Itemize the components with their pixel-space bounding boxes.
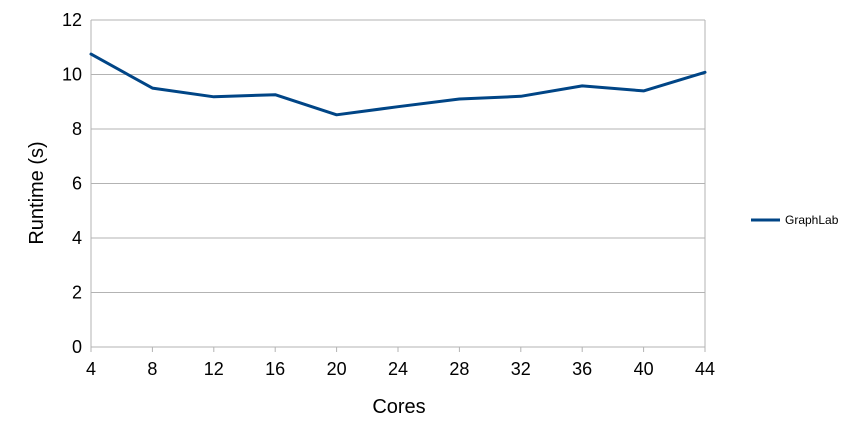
gridlines xyxy=(91,19,705,348)
x-tick-labels: 4 8 12 16 20 24 28 32 36 40 44 xyxy=(86,359,715,379)
series-layer xyxy=(89,52,707,117)
y-tick-label-0: 0 xyxy=(72,337,82,357)
x-tick-label-8: 36 xyxy=(572,359,592,379)
y-tick-label-5: 10 xyxy=(62,65,82,85)
x-axis-title: Cores xyxy=(372,396,425,418)
legend-label-0: GraphLab xyxy=(785,213,839,227)
legend: GraphLab xyxy=(751,213,839,227)
y-tick-label-3: 6 xyxy=(72,174,82,194)
x-tick-label-0: 4 xyxy=(86,359,96,379)
x-tick-label-5: 24 xyxy=(388,359,408,379)
series-line-0 xyxy=(89,52,707,117)
y-tick-label-2: 4 xyxy=(72,228,82,248)
x-tick-label-4: 20 xyxy=(327,359,347,379)
y-tick-label-1: 2 xyxy=(72,283,82,303)
x-tick-label-3: 16 xyxy=(265,359,285,379)
x-tick-label-7: 32 xyxy=(511,359,531,379)
y-tick-label-6: 12 xyxy=(62,10,82,30)
y-axis-title: Runtime (s) xyxy=(26,141,48,244)
y-tick-label-4: 8 xyxy=(72,119,82,139)
y-tick-labels: 0 2 4 6 8 10 12 xyxy=(62,10,82,357)
x-tick-label-6: 28 xyxy=(449,359,469,379)
x-tick-label-2: 12 xyxy=(204,359,224,379)
axes xyxy=(90,20,706,352)
x-tick-label-9: 40 xyxy=(634,359,654,379)
x-tick-label-1: 8 xyxy=(147,359,157,379)
x-tick-label-10: 44 xyxy=(695,359,715,379)
